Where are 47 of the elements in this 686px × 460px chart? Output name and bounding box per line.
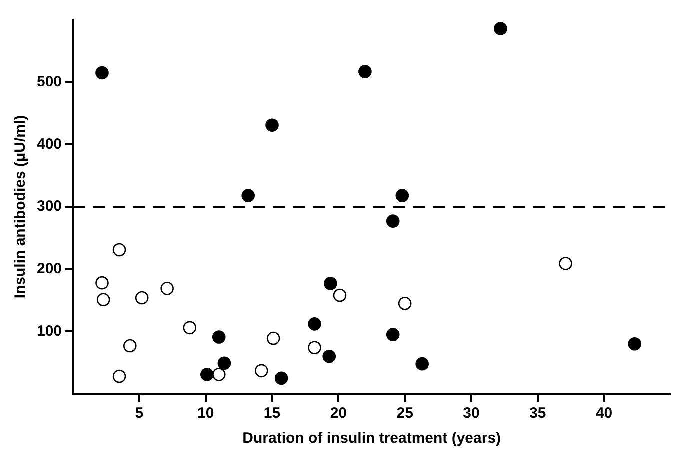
point [396,189,410,202]
point [358,65,372,78]
point [112,243,126,257]
point [308,341,322,355]
x-tick-label: 30 [463,405,480,422]
point [333,288,347,302]
x-tick-label: 10 [198,405,214,422]
point [212,368,226,382]
point [254,364,268,378]
point [386,328,400,342]
point [96,293,110,307]
x-tick-label: 20 [330,405,348,422]
point [416,357,429,371]
y-tick-label: 400 [36,136,62,153]
point [135,291,149,305]
x-axis-title: Duration of insulin treatment (years) [242,430,502,448]
point [212,330,226,344]
point [308,318,322,331]
point [96,66,109,80]
point [386,214,400,228]
point [160,282,174,296]
point [494,22,508,36]
point [274,372,288,386]
point [218,356,232,370]
point [324,277,338,290]
point [200,368,214,382]
point [266,332,280,346]
y-axis-title: Insulin antibodies (μU/ml) [12,115,30,299]
y-tick-label: 500 [36,73,62,90]
point [183,321,197,335]
point [398,296,412,310]
point [628,337,642,351]
x-tick-label: 5 [135,405,144,422]
x-tick-label: 35 [530,405,546,422]
y-tick-label: 100 [36,322,62,340]
point [112,370,126,384]
y-tick-label: 200 [36,260,62,278]
point [322,350,336,364]
point [96,276,109,290]
point [242,189,255,202]
point [123,339,137,353]
x-tick-label: 15 [264,405,281,422]
point [559,257,572,270]
y-tick-label: 300 [36,198,62,216]
x-tick-label: 25 [396,405,414,422]
point [266,118,279,132]
x-tick-label: 40 [596,405,613,422]
